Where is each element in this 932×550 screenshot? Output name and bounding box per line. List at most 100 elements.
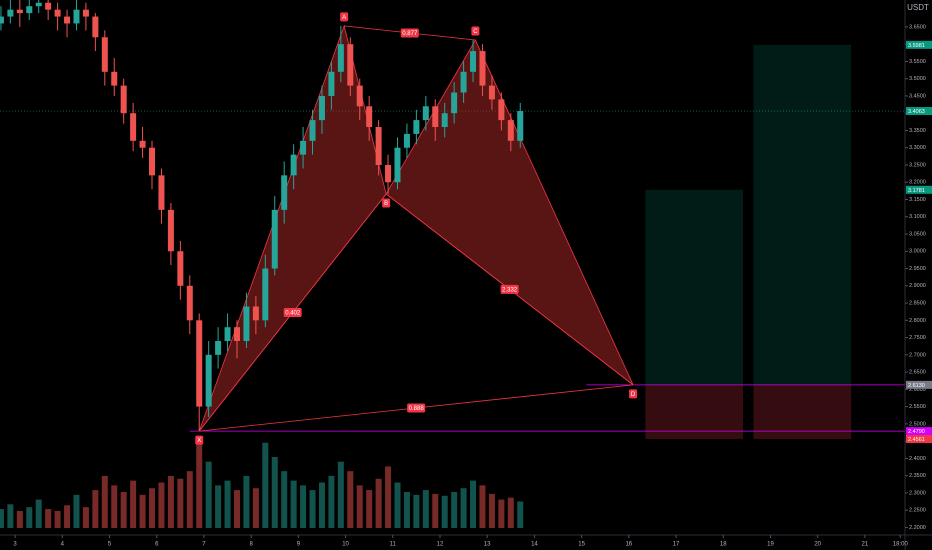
candle-body xyxy=(507,120,514,141)
volume-bar xyxy=(120,492,127,528)
candle-body xyxy=(252,306,259,321)
volume-bar xyxy=(385,466,392,528)
ratio-box xyxy=(407,403,426,413)
volume-bar xyxy=(290,480,297,528)
candle-body xyxy=(64,16,71,24)
volume-bar xyxy=(54,510,61,528)
candle-body xyxy=(460,71,467,93)
y-tick-label: 3.4500 xyxy=(909,93,926,99)
candle-body xyxy=(215,341,222,355)
price-tag xyxy=(906,185,932,194)
y-tick-label: 2.2500 xyxy=(909,508,926,514)
volume-bar xyxy=(262,442,269,528)
volume-bar xyxy=(413,494,420,528)
x-tick-label: 20 xyxy=(814,542,821,548)
point-label: D xyxy=(631,392,636,398)
volume-bar xyxy=(177,478,184,528)
volume-bar xyxy=(356,485,363,528)
y-tick-label: 2.4000 xyxy=(909,456,926,462)
volume-bar xyxy=(149,488,156,528)
candle-body xyxy=(517,111,524,141)
volume-bar xyxy=(309,490,316,528)
point-box xyxy=(471,26,480,36)
candle-body xyxy=(73,9,80,24)
candle-body xyxy=(205,354,212,407)
y-tick-label: 3.2500 xyxy=(909,162,926,168)
candle-body xyxy=(300,140,307,155)
candle-body xyxy=(271,209,278,269)
volume-bar xyxy=(35,499,42,528)
candle-body xyxy=(111,71,118,86)
y-tick-label: 3.3500 xyxy=(909,128,926,134)
volume-bar xyxy=(111,485,118,528)
volume-bar xyxy=(441,495,448,528)
candle-body xyxy=(26,6,33,14)
ratio-label: 2.332 xyxy=(502,287,518,293)
volume-bar xyxy=(243,475,250,528)
volume-bar xyxy=(139,494,146,528)
y-tick-label: 3.2000 xyxy=(909,180,926,186)
candle-body xyxy=(16,9,23,14)
volume-bar xyxy=(451,492,458,528)
plot: 0.877 0.402 2.332 0.888 X A B C D xyxy=(0,0,905,528)
x-tick-label: 14 xyxy=(531,542,538,548)
candle-body xyxy=(375,127,382,165)
volume-bar xyxy=(300,485,307,528)
volume-bar xyxy=(101,475,108,528)
y-tick-label: 2.5000 xyxy=(909,421,926,427)
candle-body xyxy=(394,147,401,183)
volume-bar xyxy=(45,509,52,528)
point-label: X xyxy=(197,438,201,444)
point-label: A xyxy=(342,15,346,21)
x-tick-label: 12 xyxy=(437,542,444,548)
candle-body xyxy=(224,327,231,342)
point-box xyxy=(340,12,349,22)
volume-bar xyxy=(233,490,240,528)
candle-body xyxy=(158,175,165,210)
x-tick-label: 19 xyxy=(767,542,774,548)
volume-bar xyxy=(26,507,33,528)
y-tick-label: 3.0000 xyxy=(909,249,926,255)
y-tick-label: 3.5500 xyxy=(909,59,926,65)
y-tick-label: 3.5000 xyxy=(909,76,926,82)
currency: USDT xyxy=(907,3,929,12)
price-tag-label: 2.4790 xyxy=(908,429,925,435)
candle-body xyxy=(101,37,108,72)
candle-body xyxy=(422,106,429,121)
candle-body xyxy=(328,71,335,96)
price-tag-label: 2.6130 xyxy=(908,383,925,389)
y-tick-label: 2.2000 xyxy=(909,525,926,531)
x-tick-label: 21 xyxy=(862,542,869,548)
candle-body xyxy=(196,320,203,407)
x-tick-label: 3 xyxy=(13,542,17,548)
ratio-label: 0.402 xyxy=(285,311,301,317)
volume-bar xyxy=(252,488,259,528)
candle-body xyxy=(167,209,174,252)
volume-bar xyxy=(337,461,344,528)
x-tick-label: 8 xyxy=(249,542,253,548)
candle-body xyxy=(177,251,184,286)
x-tick-label: 11 xyxy=(390,542,397,548)
candle-body xyxy=(243,306,250,342)
position-target xyxy=(753,44,852,385)
candle-body xyxy=(233,327,240,342)
candle-body xyxy=(130,113,137,141)
volume-bar xyxy=(186,471,193,528)
candle-body xyxy=(413,120,420,134)
volume-bar xyxy=(517,501,524,528)
volume-bar xyxy=(394,482,401,528)
price-tag-label: 2.4561 xyxy=(908,437,925,443)
candle-body xyxy=(451,92,458,114)
candle-body xyxy=(432,106,439,128)
candle-body xyxy=(441,113,448,128)
y-tick-label: 2.5500 xyxy=(909,404,926,410)
position-stop xyxy=(645,384,744,440)
candle-body xyxy=(139,140,146,148)
volume-bar xyxy=(16,510,23,528)
candle-body xyxy=(35,2,42,7)
price-tag-label: 3.5981 xyxy=(908,43,925,49)
volume-bar xyxy=(196,438,203,528)
ratio-label: 0.888 xyxy=(409,406,425,412)
candle-body xyxy=(290,154,297,176)
